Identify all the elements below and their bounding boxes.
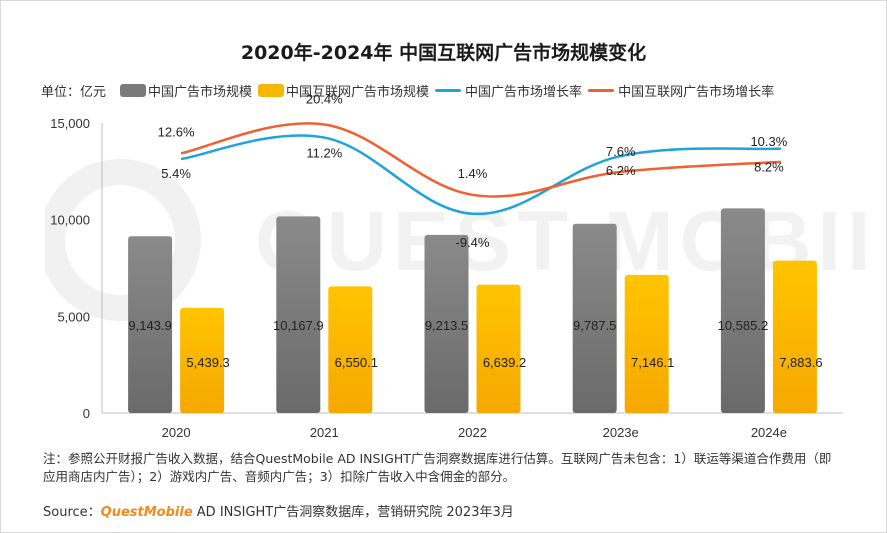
bar-ad-market-size	[128, 236, 173, 413]
y-tick-label: 15,000	[50, 116, 90, 131]
brand-logo: QuestMobile	[100, 505, 193, 520]
legend-label: 中国互联网广告市场增长率	[618, 84, 775, 100]
x-tick-label: 2021	[310, 425, 339, 440]
legend-label: 中国广告市场增长率	[465, 84, 583, 100]
data-label-ad-market-growth: 5.4%	[161, 166, 191, 181]
data-label-internet-ad-market-size: 7,883.6	[779, 355, 822, 370]
chart-title: 2020年-2024年 中国互联网广告市场规模变化	[240, 42, 647, 64]
data-label-ad-market-growth: 8.2%	[754, 160, 784, 175]
data-label-ad-market-size: 10,585.2	[718, 318, 769, 333]
x-tick-label: 2020	[162, 425, 191, 440]
data-label-internet-ad-market-growth: 7.6%	[606, 144, 636, 159]
data-label-ad-market-size: 10,167.9	[273, 318, 324, 333]
x-tick-label: 2024e	[751, 425, 787, 440]
data-label-internet-ad-market-growth: 12.6%	[158, 124, 195, 139]
data-label-internet-ad-market-size: 6,639.2	[483, 355, 526, 370]
data-label-ad-market-growth: -9.4%	[456, 235, 490, 250]
bar-internet-ad-market-size	[624, 274, 669, 413]
bar-internet-ad-market-size	[328, 286, 373, 413]
legend-label: 中国互联网广告市场规模	[286, 84, 430, 100]
legend-item-ad-market-size: 中国广告市场规模	[120, 81, 252, 100]
legend-label: 中国广告市场规模	[148, 84, 253, 100]
chart-plot: 0 5,000 10,000 15,000 9,143.9 5,439.3 2020 10,1…	[50, 92, 843, 440]
legend-item-internet-ad-market-size: 中国互联网广告市场规模	[258, 81, 429, 100]
data-label-internet-ad-market-growth: 1.4%	[458, 166, 488, 181]
data-label-ad-market-growth: 6.2%	[606, 163, 636, 178]
data-label-internet-ad-market-size: 5,439.3	[186, 355, 229, 370]
source-prefix: Source：	[43, 505, 101, 520]
legend-swatch	[435, 88, 462, 92]
legend-swatch	[120, 83, 147, 97]
legend-swatch	[588, 88, 615, 92]
source-text: AD INSIGHT广告洞察数据库，营销研究院 2023年3月	[196, 505, 514, 520]
footnote: 注：参照公开财报广告收入数据，结合QuestMobile AD INSIGHT广…	[43, 451, 832, 484]
data-label-ad-market-size: 9,787.5	[573, 318, 616, 333]
data-label-ad-market-size: 9,213.5	[425, 318, 468, 333]
legend: 单位：亿元 中国广告市场规模 中国互联网广告市场规模 中国广告市场增长率 中国互…	[41, 80, 780, 100]
data-label-internet-ad-market-growth: 20.4%	[306, 92, 343, 107]
line-ad-market-growth	[180, 134, 781, 216]
bar-ad-market-size	[276, 216, 321, 413]
bar-ad-market-size	[572, 223, 617, 413]
y-tick-label: 5,000	[57, 309, 90, 324]
watermark-logo-icon	[45, 159, 201, 321]
bar-ad-market-size	[720, 208, 765, 413]
y-tick-label: 0	[83, 406, 90, 421]
x-tick-label: 2022	[458, 425, 487, 440]
y-tick-label: 10,000	[50, 213, 90, 228]
x-tick-label: 2023e	[603, 425, 639, 440]
legend-item-ad-market-growth: 中国广告市场增长率	[435, 81, 582, 100]
bar-internet-ad-market-size	[772, 260, 817, 413]
bar-internet-ad-market-size	[180, 307, 225, 413]
legend-swatch	[258, 83, 285, 97]
data-label-ad-market-size: 9,143.9	[128, 318, 171, 333]
legend-item-internet-ad-market-growth: 中国互联网广告市场增长率	[588, 81, 774, 100]
data-label-ad-market-growth: 11.2%	[306, 146, 342, 161]
line-internet-ad-market-growth	[180, 122, 781, 198]
source-line: Source：QuestMobile AD INSIGHT广告洞察数据库，营销研…	[43, 501, 514, 520]
data-label-internet-ad-market-size: 6,550.1	[335, 355, 378, 370]
bar-ad-market-size	[424, 234, 469, 413]
bar-internet-ad-market-size	[476, 284, 521, 413]
data-label-internet-ad-market-size: 7,146.1	[631, 355, 674, 370]
unit-label: 单位：亿元	[41, 84, 107, 100]
data-label-internet-ad-market-growth: 10.3%	[750, 134, 787, 149]
